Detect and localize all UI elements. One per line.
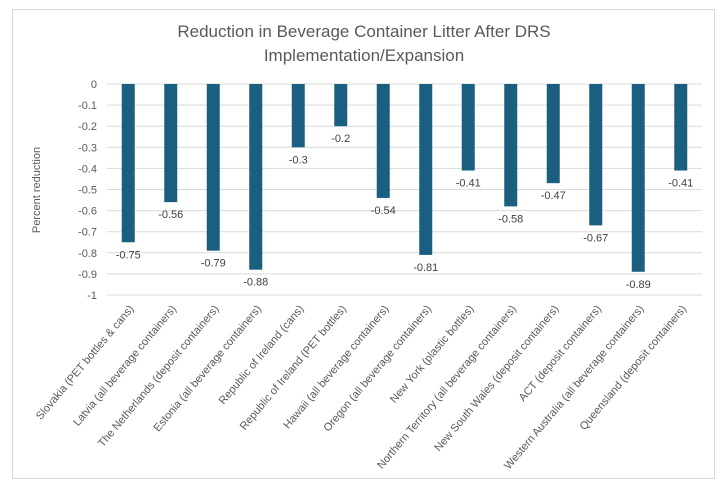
bar [419,84,433,255]
bar [334,84,348,127]
data-label: -0.75 [116,249,141,261]
y-tick-label: -1 [87,290,97,302]
y-tick-label: -0.5 [78,185,97,197]
data-label: -0.56 [158,209,183,221]
data-label: -0.88 [243,277,268,289]
y-tick-label: -0.9 [78,269,97,281]
y-axis-label: Percent reduction [31,147,43,233]
y-tick-label: -0.4 [78,163,97,175]
chart-title-line-2: Implementation/Expansion [263,46,465,65]
bar [461,84,475,171]
bar [546,84,560,184]
bar [589,84,603,226]
bar [504,84,518,207]
data-label: -0.41 [668,178,693,190]
chart-title-line-1: Reduction in Beverage Container Litter A… [177,22,551,41]
data-label: -0.47 [541,190,566,202]
x-tick-label: Republic of Ireland (cans) [217,303,307,407]
bar [291,84,305,148]
y-tick-label: -0.2 [78,121,97,133]
data-label: -0.54 [371,205,396,217]
y-tick-label: -0.3 [78,142,97,154]
data-label: -0.79 [201,258,226,270]
bar [206,84,220,251]
x-tick-label: ACT (deposit containers) [517,303,604,404]
y-tick-label: 0 [91,79,97,91]
data-label: -0.2 [331,133,350,145]
bar [376,84,390,198]
y-tick-label: -0.8 [78,248,97,260]
chart-title: Reduction in Beverage Container Litter A… [0,20,728,68]
bar [674,84,688,171]
data-label: -0.81 [413,262,438,274]
chart-frame [12,9,715,479]
bar [121,84,135,243]
data-label: -0.3 [289,154,308,166]
bar [631,84,645,272]
data-label: -0.41 [456,178,481,190]
data-label: -0.58 [498,213,523,225]
y-tick-label: -0.7 [78,227,97,239]
bar [164,84,178,203]
data-label: -0.89 [626,279,651,291]
x-tick-label: New York (plastic bottles) [388,303,477,405]
y-tick-label: -0.6 [78,206,97,218]
bar [249,84,263,270]
y-tick-label: -0.1 [78,100,97,112]
data-label: -0.67 [583,232,608,244]
